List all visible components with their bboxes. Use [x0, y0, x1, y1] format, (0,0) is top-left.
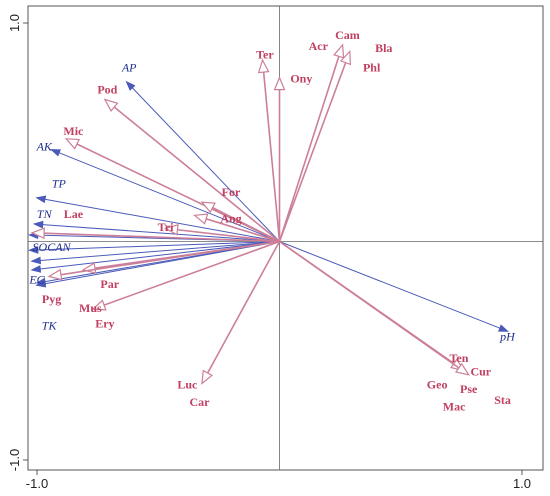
- taxa-label-phl: Phl: [363, 61, 381, 75]
- taxa-arrowhead-luc: [201, 369, 214, 385]
- env-arrowhead-ak: [50, 149, 61, 157]
- env-label-tp: TP: [52, 176, 67, 190]
- taxa-label-cam: Cam: [335, 28, 360, 42]
- x-tick-label: 1.0: [513, 476, 531, 491]
- env-arrowhead-unlabelled: [30, 265, 42, 273]
- env-vector-ak: [58, 152, 280, 242]
- taxa-vector-for: [212, 206, 280, 243]
- taxa-label-ery: Ery: [95, 316, 114, 330]
- taxa-label-cur: Cur: [470, 364, 491, 378]
- env-vector-tk: [44, 241, 280, 285]
- env-label-socan: SOCAN: [33, 240, 72, 254]
- taxa-label-ony: Ony: [290, 72, 312, 86]
- taxa-arrowhead-for: [200, 201, 216, 214]
- env-label-ap: AP: [121, 61, 137, 75]
- taxa-label-bla: Bla: [375, 41, 392, 55]
- taxa-label-mic: Mic: [63, 124, 84, 138]
- tick-labels: -1.0 1.0 1.0 -1.0: [7, 14, 531, 491]
- env-arrowhead-socan: [27, 246, 39, 254]
- taxa-vector-luc: [206, 241, 281, 374]
- env-arrowhead-tk: [35, 279, 47, 288]
- taxa-label-luc: Luc: [177, 377, 198, 391]
- taxa-arrowhead-lae: [30, 227, 45, 240]
- env-arrowhead-tp: [35, 195, 47, 204]
- taxa-label-tri: Tri: [158, 220, 174, 234]
- taxa-arrowhead-pod: [103, 98, 119, 112]
- taxa-arrowhead-pyg: [47, 268, 63, 281]
- taxa-vector-tri: [177, 228, 280, 243]
- env-label-ph: pH: [499, 329, 516, 343]
- taxa-vector-cam: [278, 56, 340, 242]
- taxa-label-pyg: Pyg: [42, 292, 61, 306]
- taxa-label-acr: Acr: [309, 39, 329, 53]
- env-arrowhead-tn: [32, 220, 44, 229]
- taxa-vector-lae: [44, 232, 280, 243]
- env-label-ec: EC: [28, 273, 45, 287]
- taxa-label-sta: Sta: [494, 393, 511, 407]
- y-tick-label: -1.0: [7, 449, 22, 471]
- taxa-arrowhead-tri: [163, 223, 179, 236]
- taxa-arrowhead-cam: [333, 43, 345, 59]
- vector-labels: AP AK TP TN SOCAN EC TK pH Cam Acr Bla Phl Ter Ony Pod…: [28, 28, 516, 413]
- taxa-label-ang: Ang: [220, 211, 241, 225]
- taxa-arrowhead-ter: [257, 58, 270, 74]
- taxa-arrowhead-ony: [273, 76, 286, 91]
- taxa-label-ten: Ten: [449, 351, 468, 365]
- taxa-label-lae: Lae: [64, 207, 84, 221]
- env-arrowhead-unlabelled: [30, 256, 42, 265]
- env-vector-tp: [44, 198, 280, 242]
- taxa-label-par: Par: [100, 277, 119, 291]
- taxa-vector-mus: [103, 240, 280, 306]
- env-label-tn: TN: [37, 207, 53, 221]
- env-arrowhead-ap: [125, 80, 136, 91]
- taxa-arrowhead-mus: [91, 299, 107, 311]
- taxa-label-pse: Pse: [460, 382, 478, 396]
- x-tick-label: -1.0: [26, 476, 48, 491]
- taxa-label-mac: Mac: [443, 399, 466, 413]
- env-vector-ph: [279, 241, 501, 329]
- env-label-ak: AK: [36, 139, 53, 153]
- env-vector-unlabelled: [40, 241, 280, 262]
- taxa-arrowhead-ang: [193, 213, 209, 225]
- env-vector-tn: [42, 224, 280, 242]
- taxa-vector-ter: [262, 72, 281, 242]
- taxa-label-pod: Pod: [97, 82, 117, 96]
- taxa-vector-cur: [279, 240, 460, 369]
- taxa-vector-pod: [113, 106, 281, 243]
- taxa-label-geo: Geo: [427, 377, 448, 391]
- env-label-tk: TK: [42, 318, 58, 332]
- taxa-arrowhead-cur: [454, 362, 470, 376]
- plot-frame: [27, 5, 544, 471]
- taxa-arrowhead-mic: [64, 138, 81, 150]
- taxa-arrowhead-bla: [339, 49, 352, 66]
- y-tick-label: 1.0: [7, 14, 22, 32]
- taxa-vector-pyg: [60, 240, 280, 276]
- taxa-vector-ang: [205, 218, 280, 243]
- taxa-vector-bla: [278, 62, 347, 242]
- env-vector-ap: [131, 87, 280, 242]
- taxa-label-ter: Ter: [256, 48, 274, 62]
- env-vector-unlabelled: [40, 241, 280, 270]
- env-vector-socan: [37, 241, 280, 251]
- taxa-vectors: [30, 43, 470, 385]
- taxa-label-for: For: [222, 185, 241, 199]
- taxa-label-mus: Mus: [79, 301, 102, 315]
- env-arrowhead-ph: [498, 324, 509, 332]
- taxa-label-car: Car: [189, 395, 210, 409]
